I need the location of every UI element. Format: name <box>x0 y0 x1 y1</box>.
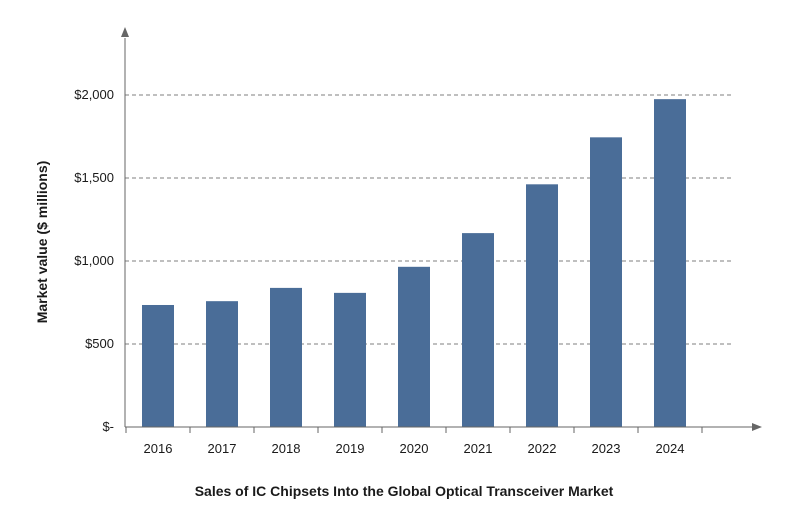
y-tick-label: $500 <box>85 336 114 351</box>
bar-2022 <box>526 184 558 427</box>
y-tick-label: $1,000 <box>74 253 114 268</box>
y-tick-label: $1,500 <box>74 170 114 185</box>
chart-title: Sales of IC Chipsets Into the Global Opt… <box>195 483 614 499</box>
bar-2021 <box>462 233 494 427</box>
x-tick-label: 2023 <box>592 441 621 456</box>
bar-2023 <box>590 137 622 427</box>
bar-2018 <box>270 287 302 427</box>
bar-2020 <box>398 266 430 427</box>
bar-2024 <box>654 99 686 428</box>
x-tick-label: 2019 <box>336 441 365 456</box>
x-tick-label: 2022 <box>528 441 557 456</box>
y-tick-label: $- <box>102 419 114 434</box>
bar-2017 <box>206 301 238 427</box>
x-tick-label: 2024 <box>656 441 685 456</box>
x-tick-labels: 2016 2017 2018 2019 2020 2021 2022 2023 2024 <box>144 441 685 456</box>
axes <box>121 27 762 433</box>
x-tick-label: 2016 <box>144 441 173 456</box>
bars <box>142 99 686 428</box>
y-tick-labels: $- $500 $1,000 $1,500 $2,000 <box>74 87 114 434</box>
x-tick-label: 2020 <box>400 441 429 456</box>
y-tick-label: $2,000 <box>74 87 114 102</box>
bar-2016 <box>142 304 174 427</box>
x-axis-arrow-icon <box>752 423 762 431</box>
bar-2019 <box>334 292 366 427</box>
y-axis-arrow-icon <box>121 27 129 37</box>
x-tick-label: 2021 <box>464 441 493 456</box>
y-axis-title: Market value ($ millions) <box>34 161 50 324</box>
x-tick-label: 2017 <box>208 441 237 456</box>
x-tick-label: 2018 <box>272 441 301 456</box>
